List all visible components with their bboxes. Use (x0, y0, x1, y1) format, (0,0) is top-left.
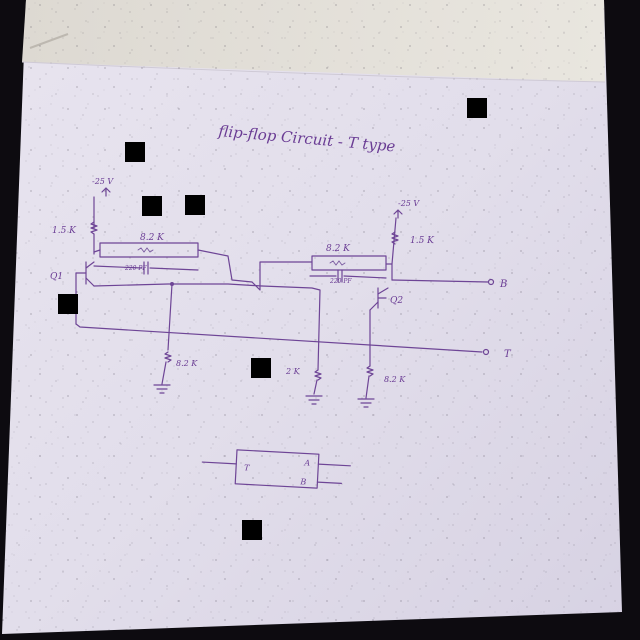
left-coupling: 8.2 K 220 PF (93, 233, 253, 283)
input-t-label: T (504, 349, 512, 360)
bottom-left-resistor: 8.2 K (153, 282, 198, 394)
left-supply-label: -25 V (92, 177, 114, 186)
output-b-label: B (499, 279, 507, 290)
occlusion-square (467, 98, 487, 118)
occlusion-square (125, 142, 145, 162)
right-capacitor-label: 220 PF (329, 278, 352, 285)
bottom-right-resistor-label: 8.2 K (384, 375, 406, 384)
q2-label: Q2 (390, 296, 403, 306)
paper-sheet (2, 0, 622, 634)
occlusion-square (185, 195, 205, 215)
occlusion-square (242, 520, 262, 540)
left-collector-resistor: 1.5 K (52, 221, 98, 255)
block-output-b-label: B (299, 477, 306, 486)
left-top-resistor-label: 8.2 K (140, 233, 165, 243)
flip-flop-block-symbol: T A B (201, 449, 351, 489)
occlusion-square (58, 294, 78, 314)
occlusion-square (251, 358, 271, 378)
right-collector-resistor: 1.5 K (391, 231, 435, 246)
occlusion-square (142, 196, 162, 216)
q2-transistor: Q2 (261, 285, 403, 371)
occlusion-patches (58, 98, 487, 540)
left-supply: -25 V (92, 177, 114, 229)
right-top-resistor-label: 8.2 K (326, 244, 351, 254)
left-capacitor-label: 220 PF (124, 265, 147, 272)
output-b: B (391, 278, 507, 290)
center-crossover (251, 261, 313, 291)
bottom-mid-resistor: 2 K (285, 367, 323, 405)
block-input-label: T (244, 463, 250, 472)
bottom-right-resistor: 8.2 K (357, 365, 406, 408)
right-supply-label: -25 V (398, 199, 420, 208)
right-collector-resistor-label: 1.5 K (410, 236, 435, 246)
q1-label: Q1 (50, 272, 63, 282)
bottom-mid-resistor-label: 2 K (285, 367, 301, 376)
input-t: T (75, 323, 512, 360)
left-collector-resistor-label: 1.5 K (52, 226, 77, 236)
block-output-a-label: A (303, 458, 310, 467)
bottom-left-resistor-label: 8.2 K (176, 359, 198, 368)
right-coupling: 8.2 K 220 PF (309, 244, 393, 285)
flip-flop-schematic: -25 V 1.5 K 8.2 K 220 PF Q1 (50, 177, 512, 408)
